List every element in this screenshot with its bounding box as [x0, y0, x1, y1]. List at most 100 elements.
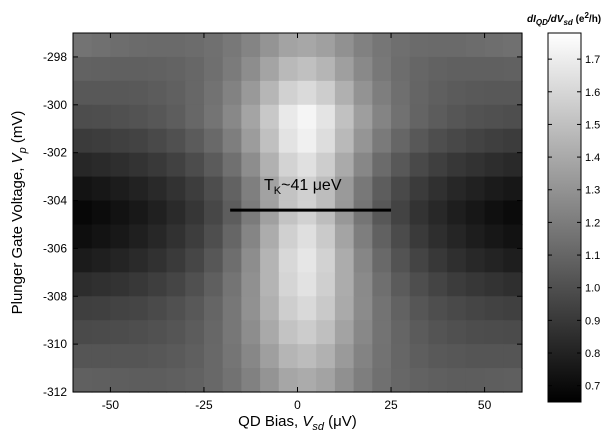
- heatmap-cell: [147, 33, 168, 58]
- heatmap-cell: [428, 368, 448, 393]
- heatmap-cell: [73, 344, 93, 369]
- heatmap-cell: [73, 128, 93, 154]
- heatmap-cell: [185, 56, 205, 82]
- heatmap-cell: [334, 104, 355, 130]
- heatmap-cell: [484, 152, 504, 178]
- heatmap-cell: [203, 248, 224, 273]
- heatmap-cell: [185, 128, 205, 154]
- heatmap-cell: [110, 248, 130, 273]
- heatmap-cell: [447, 344, 467, 369]
- heatmap-cell: [129, 152, 149, 178]
- heatmap-cell: [353, 80, 373, 106]
- heatmap-cell: [129, 128, 149, 154]
- kondo-temperature-annotation: TK~41 μeV: [230, 177, 392, 212]
- heatmap-cell: [391, 320, 411, 345]
- heatmap-cell: [297, 272, 317, 297]
- heatmap-cell: [91, 320, 112, 345]
- heatmap-cell: [353, 152, 373, 178]
- heatmap-cell: [409, 56, 430, 82]
- heatmap-cell: [447, 320, 467, 345]
- heatmap-cell: [129, 104, 149, 130]
- heatmap-cell: [241, 128, 261, 154]
- heatmap-cell: [353, 33, 373, 58]
- heatmap-cell: [222, 80, 242, 106]
- heatmap-cell: [391, 224, 411, 249]
- heatmap-cell: [91, 176, 112, 202]
- heatmap-cell: [465, 224, 486, 249]
- heatmap-cell: [297, 152, 317, 178]
- heatmap-cell: [110, 296, 130, 321]
- heatmap-cell: [166, 248, 186, 273]
- heatmap-cell: [241, 296, 261, 321]
- heatmap-cell: [409, 128, 430, 154]
- heatmap-cell: [73, 248, 93, 273]
- heatmap-cell: [260, 33, 280, 58]
- heatmap-cell: [334, 248, 355, 273]
- heatmap-cell: [110, 344, 130, 369]
- heatmap-cell: [503, 80, 523, 106]
- heatmap-cell: [222, 320, 242, 345]
- heatmap-cell: [222, 104, 242, 130]
- y-tick-label: -302: [43, 146, 67, 160]
- heatmap-cell: [73, 296, 93, 321]
- heatmap-cell: [353, 128, 373, 154]
- heatmap-cell: [203, 80, 224, 106]
- heatmap-cell: [372, 248, 392, 273]
- heatmap-cell: [110, 56, 130, 82]
- heatmap-cell: [166, 152, 186, 178]
- colorbar-tick-label: 1.0: [585, 283, 600, 295]
- heatmap-cell: [372, 33, 392, 58]
- heatmap-cell: [353, 344, 373, 369]
- colorbar-tick-label: 1.4: [585, 152, 600, 164]
- heatmap-cell: [484, 224, 504, 249]
- heatmap-cell: [147, 368, 168, 393]
- heatmap-cell: [203, 224, 224, 249]
- heatmap-cell: [260, 368, 280, 393]
- heatmap-cell: [372, 104, 392, 130]
- heatmap-cell: [222, 248, 242, 273]
- heatmap-cell: [391, 56, 411, 82]
- heatmap-cell: [185, 152, 205, 178]
- heatmap-cell: [428, 56, 448, 82]
- heatmap-cell: [73, 33, 93, 58]
- y-axis-label: Plunger Gate Voltage, Vp (mV): [9, 111, 29, 315]
- heatmap-cell: [147, 272, 168, 297]
- heatmap-cell: [334, 224, 355, 249]
- heatmap-cell: [185, 200, 205, 226]
- heatmap-cell: [409, 176, 430, 202]
- heatmap-cell: [353, 368, 373, 393]
- heatmap-cell: [203, 128, 224, 154]
- y-tick-label: -298: [43, 50, 67, 64]
- heatmap-cell: [278, 128, 299, 154]
- heatmap-cell: [278, 368, 299, 393]
- heatmap-cell: [428, 128, 448, 154]
- heatmap-cell: [222, 224, 242, 249]
- heatmap-cell: [203, 200, 224, 226]
- heatmap-cell: [203, 368, 224, 393]
- heatmap-cell: [334, 272, 355, 297]
- heatmap-cell: [465, 320, 486, 345]
- heatmap-cell: [147, 224, 168, 249]
- heatmap-cell: [91, 368, 112, 393]
- heatmap-cell: [129, 272, 149, 297]
- heatmap-cell: [297, 80, 317, 106]
- heatmap-cell: [129, 56, 149, 82]
- heatmap-cell: [334, 368, 355, 393]
- heatmap-cell: [316, 320, 336, 345]
- heatmap-cell: [447, 104, 467, 130]
- heatmap-cell: [129, 320, 149, 345]
- heatmap-cells: [73, 33, 523, 393]
- colorbar: 0.7 0.8 0.9 1.0 1.1 1.2 1.3 1.4 1.5 1.6 1.7 dIQD/dV…: [527, 11, 601, 403]
- heatmap-cell: [428, 80, 448, 106]
- heatmap-cell: [316, 248, 336, 273]
- heatmap-cell: [391, 248, 411, 273]
- heatmap-cell: [372, 368, 392, 393]
- colorbar-tick-label: 0.8: [585, 348, 600, 360]
- heatmap-cell: [391, 128, 411, 154]
- heatmap-cell: [91, 248, 112, 273]
- heatmap-cell: [391, 33, 411, 58]
- x-axis: -50 -25 0 25 50: [102, 33, 492, 412]
- heatmap-cell: [278, 33, 299, 58]
- heatmap-cell: [428, 152, 448, 178]
